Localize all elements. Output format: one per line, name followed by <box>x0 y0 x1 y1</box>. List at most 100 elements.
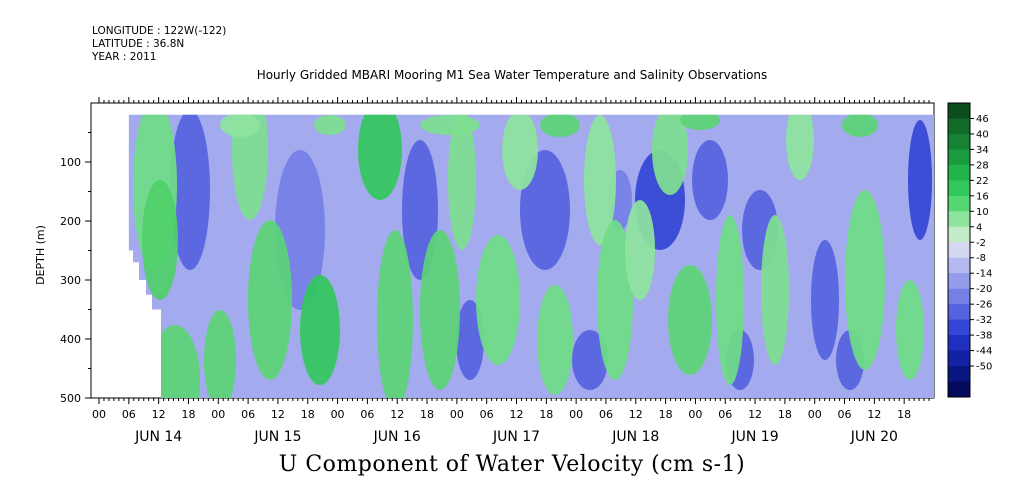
positive-feature <box>842 114 878 137</box>
colorbar-swatch <box>948 164 970 181</box>
colorbar-swatch <box>948 366 970 383</box>
positive-feature <box>584 115 616 245</box>
colorbar-label: 40 <box>976 129 989 140</box>
x-hour-label: 18 <box>897 408 911 421</box>
negative-feature <box>811 240 839 360</box>
positive-feature <box>597 220 633 380</box>
y-axis-label: DEPTH (m) <box>34 225 47 285</box>
x-day-label: JUN 19 <box>731 429 779 445</box>
colorbar-label: 28 <box>976 160 989 171</box>
colorbar-label: -44 <box>976 346 992 357</box>
positive-feature <box>668 265 712 375</box>
x-hour-label: 12 <box>390 408 404 421</box>
x-day-label: JUN 15 <box>253 429 301 445</box>
x-hour-label: 06 <box>480 408 494 421</box>
colorbar-swatch <box>948 195 970 212</box>
positive-feature <box>540 114 580 137</box>
positive-feature <box>502 114 538 190</box>
negative-feature <box>572 330 608 390</box>
positive-feature <box>786 114 814 180</box>
colorbar-label: 10 <box>976 207 989 218</box>
x-day-label: JUN 17 <box>492 429 540 445</box>
colorbar-frame <box>947 102 971 398</box>
colorbar-swatch <box>948 211 970 228</box>
positive-feature <box>300 275 340 385</box>
x-hour-label: 12 <box>867 408 881 421</box>
x-day-label: JUN 14 <box>134 429 182 445</box>
positive-feature <box>845 190 885 370</box>
x-hour-label: 06 <box>241 408 255 421</box>
heatmap-field <box>128 114 934 399</box>
colorbar-label: -50 <box>976 362 992 373</box>
colorbar-swatch <box>948 242 970 259</box>
colorbar-label: -8 <box>976 253 986 264</box>
colorbar-swatch <box>948 335 970 352</box>
positive-feature <box>358 114 402 200</box>
colorbar-swatch <box>948 319 970 336</box>
colorbar-label: 34 <box>976 145 989 156</box>
positive-feature <box>537 285 573 395</box>
colorbar-swatch <box>948 133 970 150</box>
positive-feature <box>652 114 688 195</box>
colorbar-label: 16 <box>976 191 989 202</box>
y-tick-label: 300 <box>60 274 81 287</box>
x-hour-label: 12 <box>510 408 524 421</box>
x-hour-label: 06 <box>838 408 852 421</box>
x-hour-label: 06 <box>718 408 732 421</box>
x-hour-label: 18 <box>778 408 792 421</box>
positive-feature <box>220 114 260 137</box>
colorbar-label: 46 <box>976 114 989 125</box>
colorbar-label: 4 <box>976 222 982 233</box>
x-hour-label: 18 <box>539 408 553 421</box>
x-hour-label: 12 <box>629 408 643 421</box>
x-hour-label: 00 <box>450 408 464 421</box>
colorbar-label: -20 <box>976 284 992 295</box>
variable-title: U Component of Water Velocity (cm s-1) <box>278 452 746 477</box>
y-tick-label: 400 <box>60 333 81 346</box>
x-hour-label: 00 <box>569 408 583 421</box>
x-hour-label: 06 <box>599 408 613 421</box>
colorbar-swatch <box>948 350 970 367</box>
latitude-label: LATITUDE : 36.8N <box>92 38 185 50</box>
positive-feature <box>625 200 655 300</box>
x-hour-label: 00 <box>331 408 345 421</box>
positive-feature <box>716 215 744 385</box>
colorbar-swatch <box>948 180 970 197</box>
positive-feature <box>377 230 413 399</box>
positive-feature <box>448 114 476 250</box>
colorbar-swatch <box>948 226 970 243</box>
positive-feature <box>248 220 292 380</box>
x-hour-label: 00 <box>211 408 225 421</box>
x-hour-label: 12 <box>152 408 166 421</box>
x-hour-label: 12 <box>748 408 762 421</box>
colorbar-label: -38 <box>976 331 992 342</box>
colorbar-label: -14 <box>976 269 992 280</box>
x-hour-label: 00 <box>92 408 106 421</box>
x-hour-label: 18 <box>659 408 673 421</box>
positive-feature <box>680 114 720 130</box>
y-tick-label: 200 <box>60 215 81 228</box>
colorbar-swatch <box>948 273 970 290</box>
x-hour-label: 12 <box>271 408 285 421</box>
colorbar-swatch <box>948 103 970 119</box>
x-hour-label: 18 <box>420 408 434 421</box>
colorbar-label: -2 <box>976 238 986 249</box>
positive-feature <box>142 180 178 300</box>
positive-feature <box>476 235 520 365</box>
colorbar-swatch <box>948 257 970 274</box>
negative-feature <box>692 140 728 220</box>
negative-feature <box>456 300 484 380</box>
x-hour-label: 00 <box>808 408 822 421</box>
x-day-label: JUN 18 <box>611 429 659 445</box>
x-day-label: JUN 16 <box>373 429 421 445</box>
colorbar-label: 22 <box>976 176 989 187</box>
colorbar-swatch <box>948 381 970 398</box>
positive-feature <box>150 325 200 399</box>
positive-feature <box>204 310 236 399</box>
x-hour-label: 18 <box>181 408 195 421</box>
positive-feature <box>761 215 789 365</box>
longitude-label: LONGITUDE : 122W(-122) <box>92 25 227 37</box>
colorbar-swatch <box>948 304 970 321</box>
y-tick-label: 500 <box>60 392 81 405</box>
